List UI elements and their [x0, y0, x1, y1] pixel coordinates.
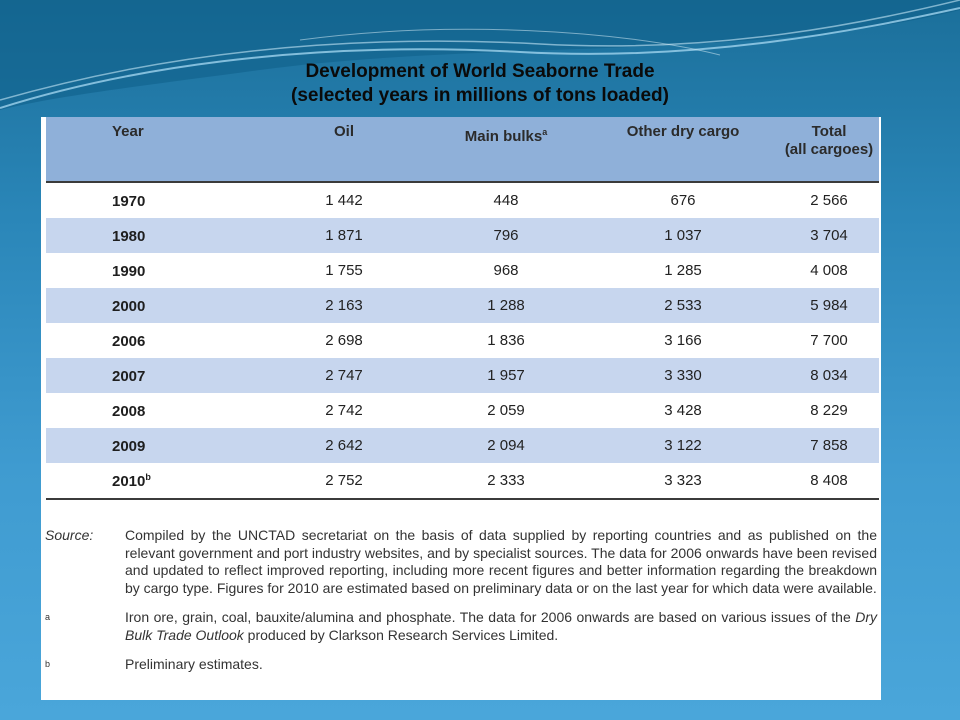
footnote-b: b Preliminary estimates. [45, 656, 877, 674]
footnote-a-text-2: produced by Clarkson Research Services L… [243, 626, 559, 643]
source-text: Compiled by the UNCTAD secretariat on th… [125, 527, 877, 596]
year-value: 2009 [112, 437, 146, 455]
cell-oil: 2 742 [325, 402, 363, 419]
cell-other-dry-cargo: 1 037 [587, 218, 779, 253]
cell-main-bulks: 796 [425, 218, 587, 253]
cell-other-dry-cargo: 3 166 [664, 332, 702, 349]
cell-main-bulks: 2 094 [425, 428, 587, 463]
cell-other-dry-cargo: 1 285 [664, 262, 702, 279]
footnote-a-text-1: Iron ore, grain, coal, bauxite/alumina a… [125, 609, 856, 625]
cell-total: 4 008 [810, 262, 848, 279]
table-row: 1980 1 871 796 1 037 3 704 [46, 218, 879, 253]
footnote-a-text: Iron ore, grain, coal, bauxite/alumina a… [125, 609, 877, 644]
table-row: 2010b 2 752 2 333 3 323 8 408 [46, 463, 879, 500]
table-row: 1990 1 755 968 1 285 4 008 [46, 253, 879, 288]
cell-oil: 2 747 [263, 358, 425, 393]
title-line-2: (selected years in millions of tons load… [291, 85, 669, 106]
slide-title: Development of World Seaborne Trade (sel… [0, 60, 960, 108]
footnote-b-label: b [45, 659, 51, 669]
document-image: Year Oil Main bulksa Other dry cargo Tot… [41, 117, 881, 700]
decorative-swoosh [0, 0, 960, 110]
cell-oil: 2 698 [325, 332, 363, 349]
cell-total: 7 700 [810, 332, 848, 349]
footnote-a-publication: Dry Bulk Trade Outlook [125, 609, 877, 643]
table-row: 2007 2 747 1 957 3 330 8 034 [46, 358, 879, 393]
header-year: Year [46, 117, 263, 183]
cell-other-dry-cargo: 676 [670, 192, 696, 209]
year-value: 2010 [112, 472, 146, 490]
cell-other-dry-cargo: 3 122 [587, 428, 779, 463]
cell-year: 2006 [46, 323, 263, 358]
table-row: 2008 2 742 2 059 3 428 8 229 [46, 393, 879, 428]
cell-year: 2010b [46, 463, 263, 500]
cell-year: 2008 [46, 393, 263, 428]
header-main-bulks: Main bulksa [425, 117, 587, 183]
cell-oil: 2 752 [263, 463, 425, 500]
cell-total: 8 034 [779, 358, 879, 393]
table-row: 2009 2 642 2 094 3 122 7 858 [46, 428, 879, 463]
year-value: 2008 [112, 402, 146, 420]
year-value: 2007 [112, 367, 146, 385]
cell-other-dry-cargo: 2 533 [587, 288, 779, 323]
table-header-row: Year Oil Main bulksa Other dry cargo Tot… [46, 117, 879, 183]
cell-main-bulks: 1 836 [487, 332, 525, 349]
year-value: 1970 [112, 192, 146, 210]
cell-year: 2000 [46, 288, 263, 323]
header-oil: Oil [263, 117, 425, 183]
cell-total: 7 858 [779, 428, 879, 463]
cell-year: 2009 [46, 428, 263, 463]
header-total-line-1: Total [811, 123, 847, 140]
cell-total: 5 984 [779, 288, 879, 323]
title-line-1: Development of World Seaborne Trade [305, 61, 655, 82]
cell-oil: 1 871 [263, 218, 425, 253]
cell-year: 1970 [46, 182, 263, 218]
year-value: 1990 [112, 262, 146, 280]
cell-oil: 2 642 [263, 428, 425, 463]
table-row: 2006 2 698 1 836 3 166 7 700 [46, 323, 879, 358]
header-main-bulks-footnote: a [542, 127, 548, 137]
source-note: Source: Compiled by the UNCTAD secretari… [45, 527, 877, 597]
year-value: 1980 [112, 227, 146, 245]
cell-other-dry-cargo: 3 323 [587, 463, 779, 500]
cell-year: 1990 [46, 253, 263, 288]
footnote-b-text: Preliminary estimates. [125, 656, 263, 672]
header-total-line-2: (all cargoes) [784, 141, 874, 158]
year-value: 2000 [112, 297, 146, 315]
header-main-bulks-label: Main bulks [464, 128, 543, 145]
cell-main-bulks: 1 288 [425, 288, 587, 323]
cell-main-bulks: 2 333 [425, 463, 587, 500]
cell-other-dry-cargo: 3 428 [664, 402, 702, 419]
cell-year: 2007 [46, 358, 263, 393]
header-other-dry-cargo: Other dry cargo [587, 117, 779, 183]
seaborne-trade-table: Year Oil Main bulksa Other dry cargo Tot… [46, 117, 879, 500]
cell-main-bulks: 1 957 [425, 358, 587, 393]
footnote-a: a Iron ore, grain, coal, bauxite/alumina… [45, 609, 877, 644]
table-row: 1970 1 442 448 676 2 566 [46, 182, 879, 218]
cell-total: 2 566 [810, 192, 848, 209]
cell-year: 1980 [46, 218, 263, 253]
cell-main-bulks: 448 [493, 192, 519, 209]
cell-total: 8 408 [779, 463, 879, 500]
cell-oil: 1 442 [325, 192, 363, 209]
table-notes: Source: Compiled by the UNCTAD secretari… [45, 527, 877, 686]
year-value: 2006 [112, 332, 146, 350]
cell-other-dry-cargo: 3 330 [587, 358, 779, 393]
cell-oil: 1 755 [325, 262, 363, 279]
table-row: 2000 2 163 1 288 2 533 5 984 [46, 288, 879, 323]
cell-total: 8 229 [810, 402, 848, 419]
year-footnote: b [145, 471, 151, 482]
footnote-a-label: a [45, 612, 51, 622]
cell-main-bulks: 968 [493, 262, 519, 279]
cell-total: 3 704 [779, 218, 879, 253]
cell-main-bulks: 2 059 [487, 402, 525, 419]
header-total: Total (all cargoes) [779, 117, 879, 183]
source-label: Source: [45, 527, 94, 543]
cell-oil: 2 163 [263, 288, 425, 323]
